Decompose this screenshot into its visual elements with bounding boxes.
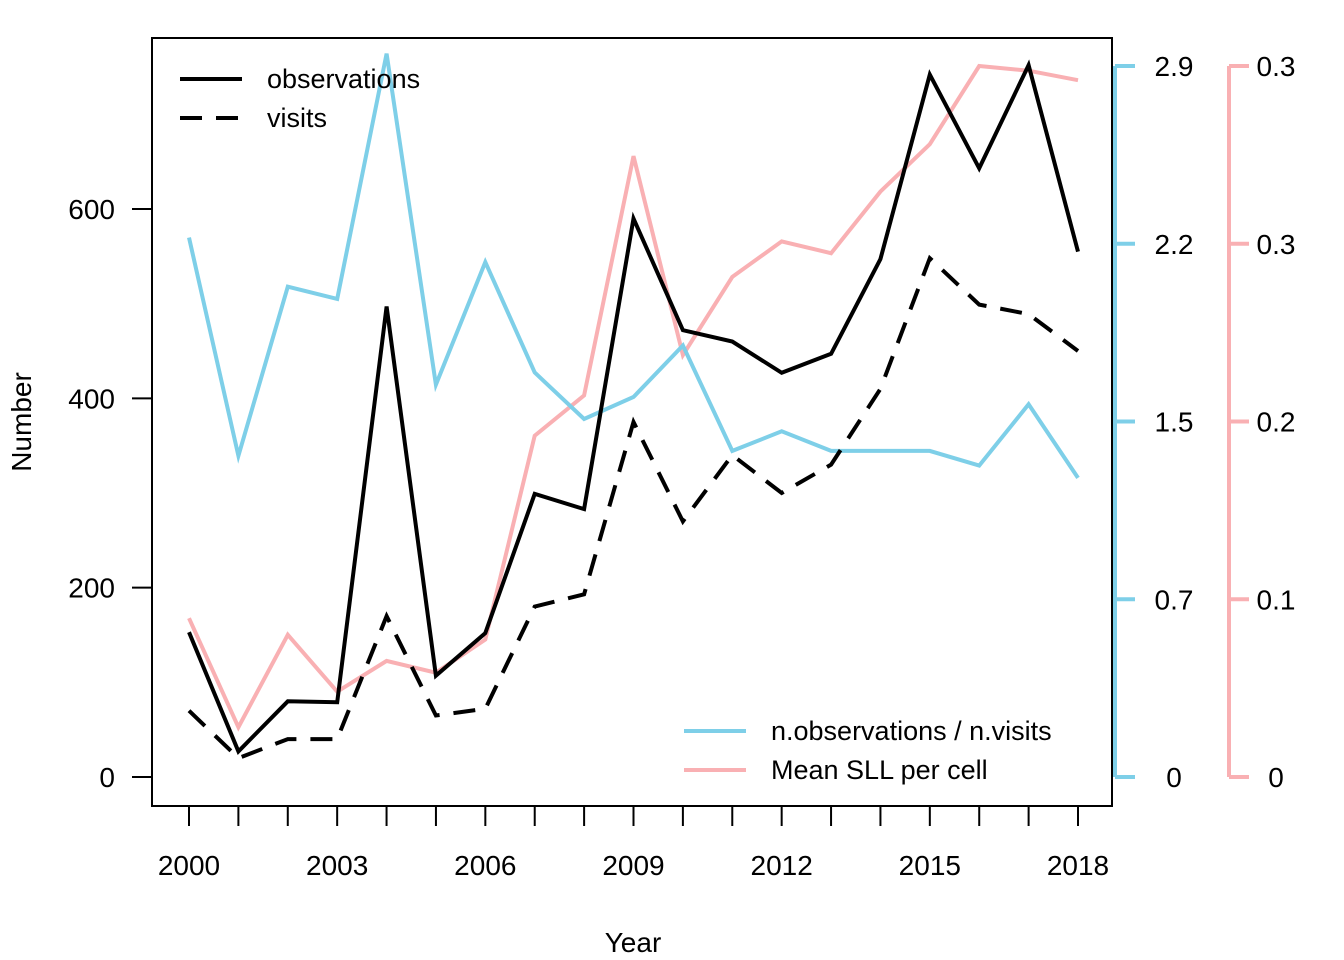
legend-label-n-observations-n-visits: n.observations / n.visits	[771, 716, 1052, 746]
x-axis-title: Year	[605, 927, 662, 958]
y-ratio-tick-label: 1.5	[1155, 407, 1194, 438]
legend-label-visits: visits	[267, 103, 327, 133]
y-ratio-tick-label: 0.7	[1155, 584, 1194, 615]
y-ratio-tick-label: 2.2	[1155, 229, 1194, 260]
series-line-observations	[187, 59, 1080, 755]
y-sll-tick-label: 0.3	[1257, 51, 1296, 82]
x-tick-label: 2012	[751, 850, 813, 881]
x-tick-label: 2009	[602, 850, 664, 881]
x-tick-label: 2006	[454, 850, 516, 881]
y-left-tick-label: 600	[68, 194, 115, 225]
x-tick-label: 2015	[899, 850, 961, 881]
plot-frame	[151, 37, 1113, 807]
series-line-visits	[187, 254, 1080, 761]
y-sll-tick-label: 0.2	[1257, 407, 1296, 438]
y-ratio-tick-label: 2.9	[1155, 51, 1194, 82]
y-sll-tick-label: 0	[1268, 762, 1284, 793]
y-left-tick-label: 0	[99, 762, 115, 793]
y-axis-title: Number	[6, 372, 37, 472]
y-sll-tick-label: 0.3	[1257, 229, 1296, 260]
y-left-tick-label: 400	[68, 383, 115, 414]
legend-label-observations: observations	[267, 64, 420, 94]
legend-label-mean-sll-per-cell: Mean SLL per cell	[771, 755, 988, 785]
legend-layer: observations visits n.observations / n.vis…	[180, 64, 1052, 785]
series-line-n-observations-n-visits	[187, 53, 1080, 480]
axes-layer: 2000 2003 2006 2009 2012 2015 2018 0 200 400 600 0 0…	[68, 37, 1296, 881]
x-tick-label: 2000	[158, 850, 220, 881]
y-left-tick-label: 200	[68, 573, 115, 604]
series-layer	[187, 53, 1080, 761]
x-tick-label: 2003	[306, 850, 368, 881]
x-tick-label: 2018	[1047, 850, 1109, 881]
y-sll-tick-label: 0.1	[1257, 584, 1296, 615]
y-ratio-tick-label: 0	[1166, 762, 1182, 793]
